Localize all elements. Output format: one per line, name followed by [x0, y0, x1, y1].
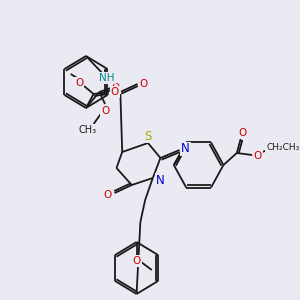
Text: N: N: [181, 142, 190, 155]
Text: O: O: [104, 190, 112, 200]
Text: CH₂CH₃: CH₂CH₃: [266, 142, 299, 152]
Text: O: O: [111, 83, 120, 93]
Text: NH: NH: [99, 73, 115, 83]
Text: O: O: [254, 151, 262, 161]
Text: CH₃: CH₃: [79, 125, 97, 135]
Text: O: O: [75, 78, 83, 88]
Text: O: O: [139, 79, 147, 89]
Text: O: O: [101, 106, 109, 116]
Text: N: N: [156, 173, 165, 187]
Text: O: O: [238, 128, 247, 138]
Text: O: O: [132, 256, 141, 266]
Text: S: S: [144, 130, 152, 142]
Text: O: O: [110, 87, 119, 97]
